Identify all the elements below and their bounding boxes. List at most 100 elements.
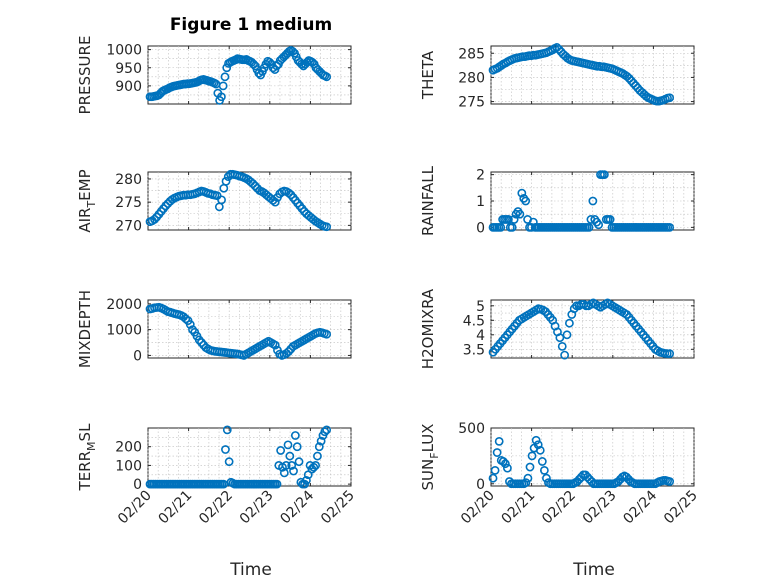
x-tick-label: 02/25 xyxy=(318,488,358,528)
y-tick-label: 0 xyxy=(476,220,485,236)
data-point xyxy=(217,195,226,205)
data-point xyxy=(560,350,570,360)
x-tick-label: 02/24 xyxy=(620,487,660,527)
y-axis-label: SUNFLUX xyxy=(419,424,441,491)
data-point xyxy=(272,479,282,489)
data-point xyxy=(248,179,258,188)
data-point xyxy=(283,440,293,450)
data-point xyxy=(488,473,498,483)
data-point xyxy=(521,196,531,206)
data-point xyxy=(302,475,311,485)
subplot-3: 270 275 280 AIRTEMP xyxy=(76,169,352,234)
data-point xyxy=(161,201,171,211)
data-point xyxy=(287,461,297,470)
y-tick-label: 280 xyxy=(458,70,485,86)
y-tick-label: 0 xyxy=(133,477,142,493)
data-point xyxy=(554,44,564,54)
data-point xyxy=(562,330,572,340)
data-point xyxy=(224,457,234,467)
data-point xyxy=(665,477,675,486)
data-point xyxy=(314,442,324,452)
data-point xyxy=(250,181,260,191)
x-tick-label: 02/23 xyxy=(237,488,277,528)
y-tick-label: 1 xyxy=(476,194,485,210)
data-point xyxy=(507,222,517,232)
y-tick-label: 100 xyxy=(115,458,142,474)
data-point xyxy=(290,431,300,440)
x-tick-label: 02/22 xyxy=(196,488,236,528)
data-point xyxy=(221,176,231,186)
data-point xyxy=(292,442,302,452)
y-label-subscript: F xyxy=(428,452,441,458)
x-tick-label: 02/24 xyxy=(277,487,317,527)
subplot-5: 0 1000 2000 MIXDEPTH xyxy=(76,290,352,368)
y-tick-label: 4 xyxy=(476,328,485,344)
y-axis-label: RAINFALL xyxy=(419,165,437,236)
data-point xyxy=(531,435,541,445)
y-tick-label: 270 xyxy=(115,218,142,234)
data-point xyxy=(665,222,675,232)
data-point xyxy=(309,462,319,472)
y-tick-label: 275 xyxy=(458,95,485,111)
data-point xyxy=(297,59,307,69)
data-point xyxy=(284,188,294,198)
data-point xyxy=(185,320,195,329)
data-point xyxy=(221,445,230,454)
y-tick-label: 3.5 xyxy=(463,342,485,358)
x-tick-label: 02/21 xyxy=(499,488,539,528)
data-point xyxy=(542,473,551,483)
data-point xyxy=(535,445,545,455)
x-tick-label: 02/20 xyxy=(115,488,155,528)
x-axis-label-left: Time xyxy=(229,560,272,580)
data-point xyxy=(496,222,506,232)
data-point xyxy=(285,451,295,461)
data-point xyxy=(322,425,332,435)
data-point xyxy=(313,451,322,461)
y-axis-label: AIRTEMP xyxy=(76,169,98,232)
data-point xyxy=(605,215,615,224)
data-point xyxy=(311,461,321,470)
data-point xyxy=(539,465,549,475)
data-point xyxy=(492,448,502,457)
y-tick-label: 0 xyxy=(476,477,485,493)
data-point xyxy=(490,465,500,475)
y-tick-label: 500 xyxy=(458,421,485,437)
data-point xyxy=(320,427,330,437)
x-tick-label: 02/20 xyxy=(458,488,498,528)
y-axis-label: MIXDEPTH xyxy=(76,290,94,368)
data-point xyxy=(220,72,230,82)
data-point xyxy=(281,348,291,358)
data-point xyxy=(322,72,332,82)
y-label-part: SUN xyxy=(419,459,437,491)
data-point xyxy=(509,215,519,224)
x-tick-label: 02/23 xyxy=(580,488,620,528)
x-tick-label: 02/21 xyxy=(156,488,196,528)
data-point xyxy=(624,73,634,83)
y-label-part: EMP xyxy=(76,169,94,200)
data-point xyxy=(555,333,565,343)
y-label-part: LUX xyxy=(419,424,437,453)
y-axis-label: PRESSURE xyxy=(76,36,94,115)
data-point xyxy=(270,197,280,207)
subplot-4: 0 1 2 RAINFALL xyxy=(419,165,695,236)
y-label-part: TERR xyxy=(76,451,94,492)
subplot-6: 3.544.55 H2OMIXRA xyxy=(419,288,695,369)
data-point xyxy=(316,436,326,446)
data-point xyxy=(322,329,332,339)
y-tick-label: 0 xyxy=(133,348,142,364)
subplot-7: 0 100 200 02/20 02/21 02/22 02/23 02/24 02/25 TER… xyxy=(76,423,358,527)
data-point xyxy=(222,425,232,435)
y-tick-label: 285 xyxy=(458,46,485,62)
data-point xyxy=(588,196,598,206)
data-point xyxy=(181,314,191,324)
data-point xyxy=(665,93,675,103)
data-point xyxy=(270,340,280,350)
data-point xyxy=(629,78,638,88)
data-point xyxy=(527,451,537,461)
figure-title: Figure 1 medium xyxy=(170,15,332,35)
y-tick-label: 2000 xyxy=(106,297,142,313)
data-point xyxy=(494,436,504,446)
data-point xyxy=(533,440,543,450)
data-point xyxy=(281,461,291,470)
